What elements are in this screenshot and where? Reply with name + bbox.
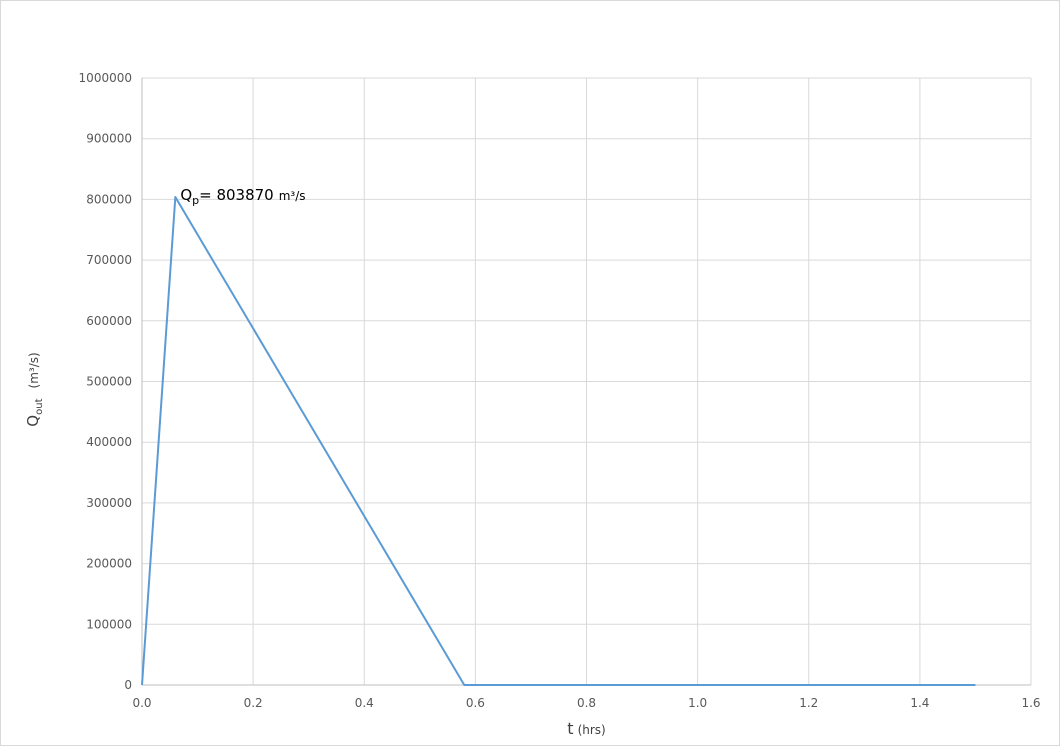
- y-tick-label: 0: [124, 678, 132, 692]
- peak-annotation-label: Q: [180, 186, 192, 204]
- peak-annotation: Qp= 803870 m³/s: [180, 186, 305, 207]
- x-tick-label: 1.2: [799, 696, 818, 710]
- y-tick-label: 300000: [86, 496, 132, 510]
- x-tick-label: 0.6: [466, 696, 485, 710]
- y-tick-label: 100000: [86, 617, 132, 631]
- x-axis-title-unit: (hrs): [578, 723, 606, 737]
- x-axis-title-main: t: [567, 719, 573, 738]
- x-axis-title: t (hrs): [567, 719, 605, 738]
- series-line: [141, 196, 976, 686]
- series-group: [141, 196, 976, 686]
- peak-annotation-sub: p: [192, 194, 199, 207]
- peak-annotation-value: = 803870: [199, 186, 274, 204]
- y-tick-label: 1000000: [79, 71, 132, 85]
- x-tick-label: 1.6: [1021, 696, 1040, 710]
- y-axis-title-unit: (m³/s): [27, 352, 41, 388]
- y-tick-label: 500000: [86, 375, 132, 389]
- x-tick-label: 0.0: [132, 696, 151, 710]
- y-tick-label: 600000: [86, 314, 132, 328]
- x-tick-label: 1.4: [910, 696, 929, 710]
- x-tick-labels: 0.0 0.2 0.4 0.6 0.8 1.0 1.2 1.4 1.6: [132, 696, 1040, 710]
- x-tick-label: 0.8: [577, 696, 596, 710]
- y-tick-label: 900000: [86, 132, 132, 146]
- y-axis-title: Qout (m³/s): [24, 352, 45, 426]
- peak-annotation-unit: m³/s: [279, 189, 306, 203]
- x-tick-label: 1.0: [688, 696, 707, 710]
- y-axis-title-sub: out: [34, 398, 45, 414]
- y-tick-label: 700000: [86, 253, 132, 267]
- y-tick-label: 800000: [86, 192, 132, 206]
- y-axis-title-main: Q: [24, 415, 42, 427]
- y-tick-label: 200000: [86, 557, 132, 571]
- y-tick-label: 400000: [86, 435, 132, 449]
- x-tick-label: 0.2: [244, 696, 263, 710]
- x-tick-label: 0.4: [355, 696, 374, 710]
- grid-group: [142, 77, 1032, 685]
- y-tick-labels: 0 100000 200000 300000 400000 500000 600000 700…: [79, 71, 132, 692]
